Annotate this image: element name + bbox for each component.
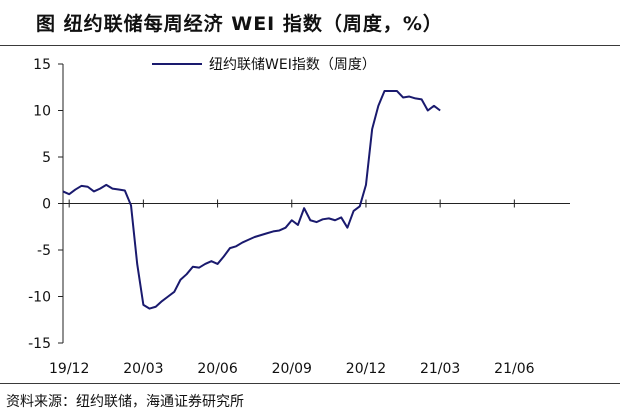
chart-title: 图 纽约联储每周经济 WEI 指数（周度，%） [36,13,443,35]
axes [58,63,570,344]
source-bar: 资料来源：纽约联储，海通证券研究所 [0,383,620,415]
x-tick-label: 20/03 [123,361,163,377]
x-tick-label: 20/12 [346,361,386,377]
y-tick-label: 5 [42,150,51,166]
y-tick-label: -5 [37,243,51,259]
series-line [62,89,441,310]
x-tick-label: 20/09 [272,361,312,377]
title-bar: 图 纽约联储每周经济 WEI 指数（周度，%） [0,0,620,46]
series-layer [62,89,441,310]
y-tick-label: 0 [42,197,51,213]
y-tick-label: -15 [28,336,51,352]
x-tick-label: 21/03 [420,361,460,377]
x-tick-label: 19/12 [49,361,89,377]
y-tick-label: 10 [33,104,51,120]
y-tick-label: 15 [33,57,51,73]
x-tick-label: 20/06 [197,361,237,377]
chart: 15 10 5 0 -5 -10 -15 19/12 20/03 20/06 20/09 20/12 2… [28,57,570,377]
y-tick-label: -10 [28,290,51,306]
legend: 纽约联储WEI指数（周度） [152,57,376,73]
x-tick-label: 21/06 [494,361,534,377]
legend-label: 纽约联储WEI指数（周度） [209,57,376,73]
source-note: 资料来源：纽约联储，海通证券研究所 [6,394,244,410]
tick-labels: 15 10 5 0 -5 -10 -15 19/12 20/03 20/06 20/09 20/12 2… [28,57,534,377]
